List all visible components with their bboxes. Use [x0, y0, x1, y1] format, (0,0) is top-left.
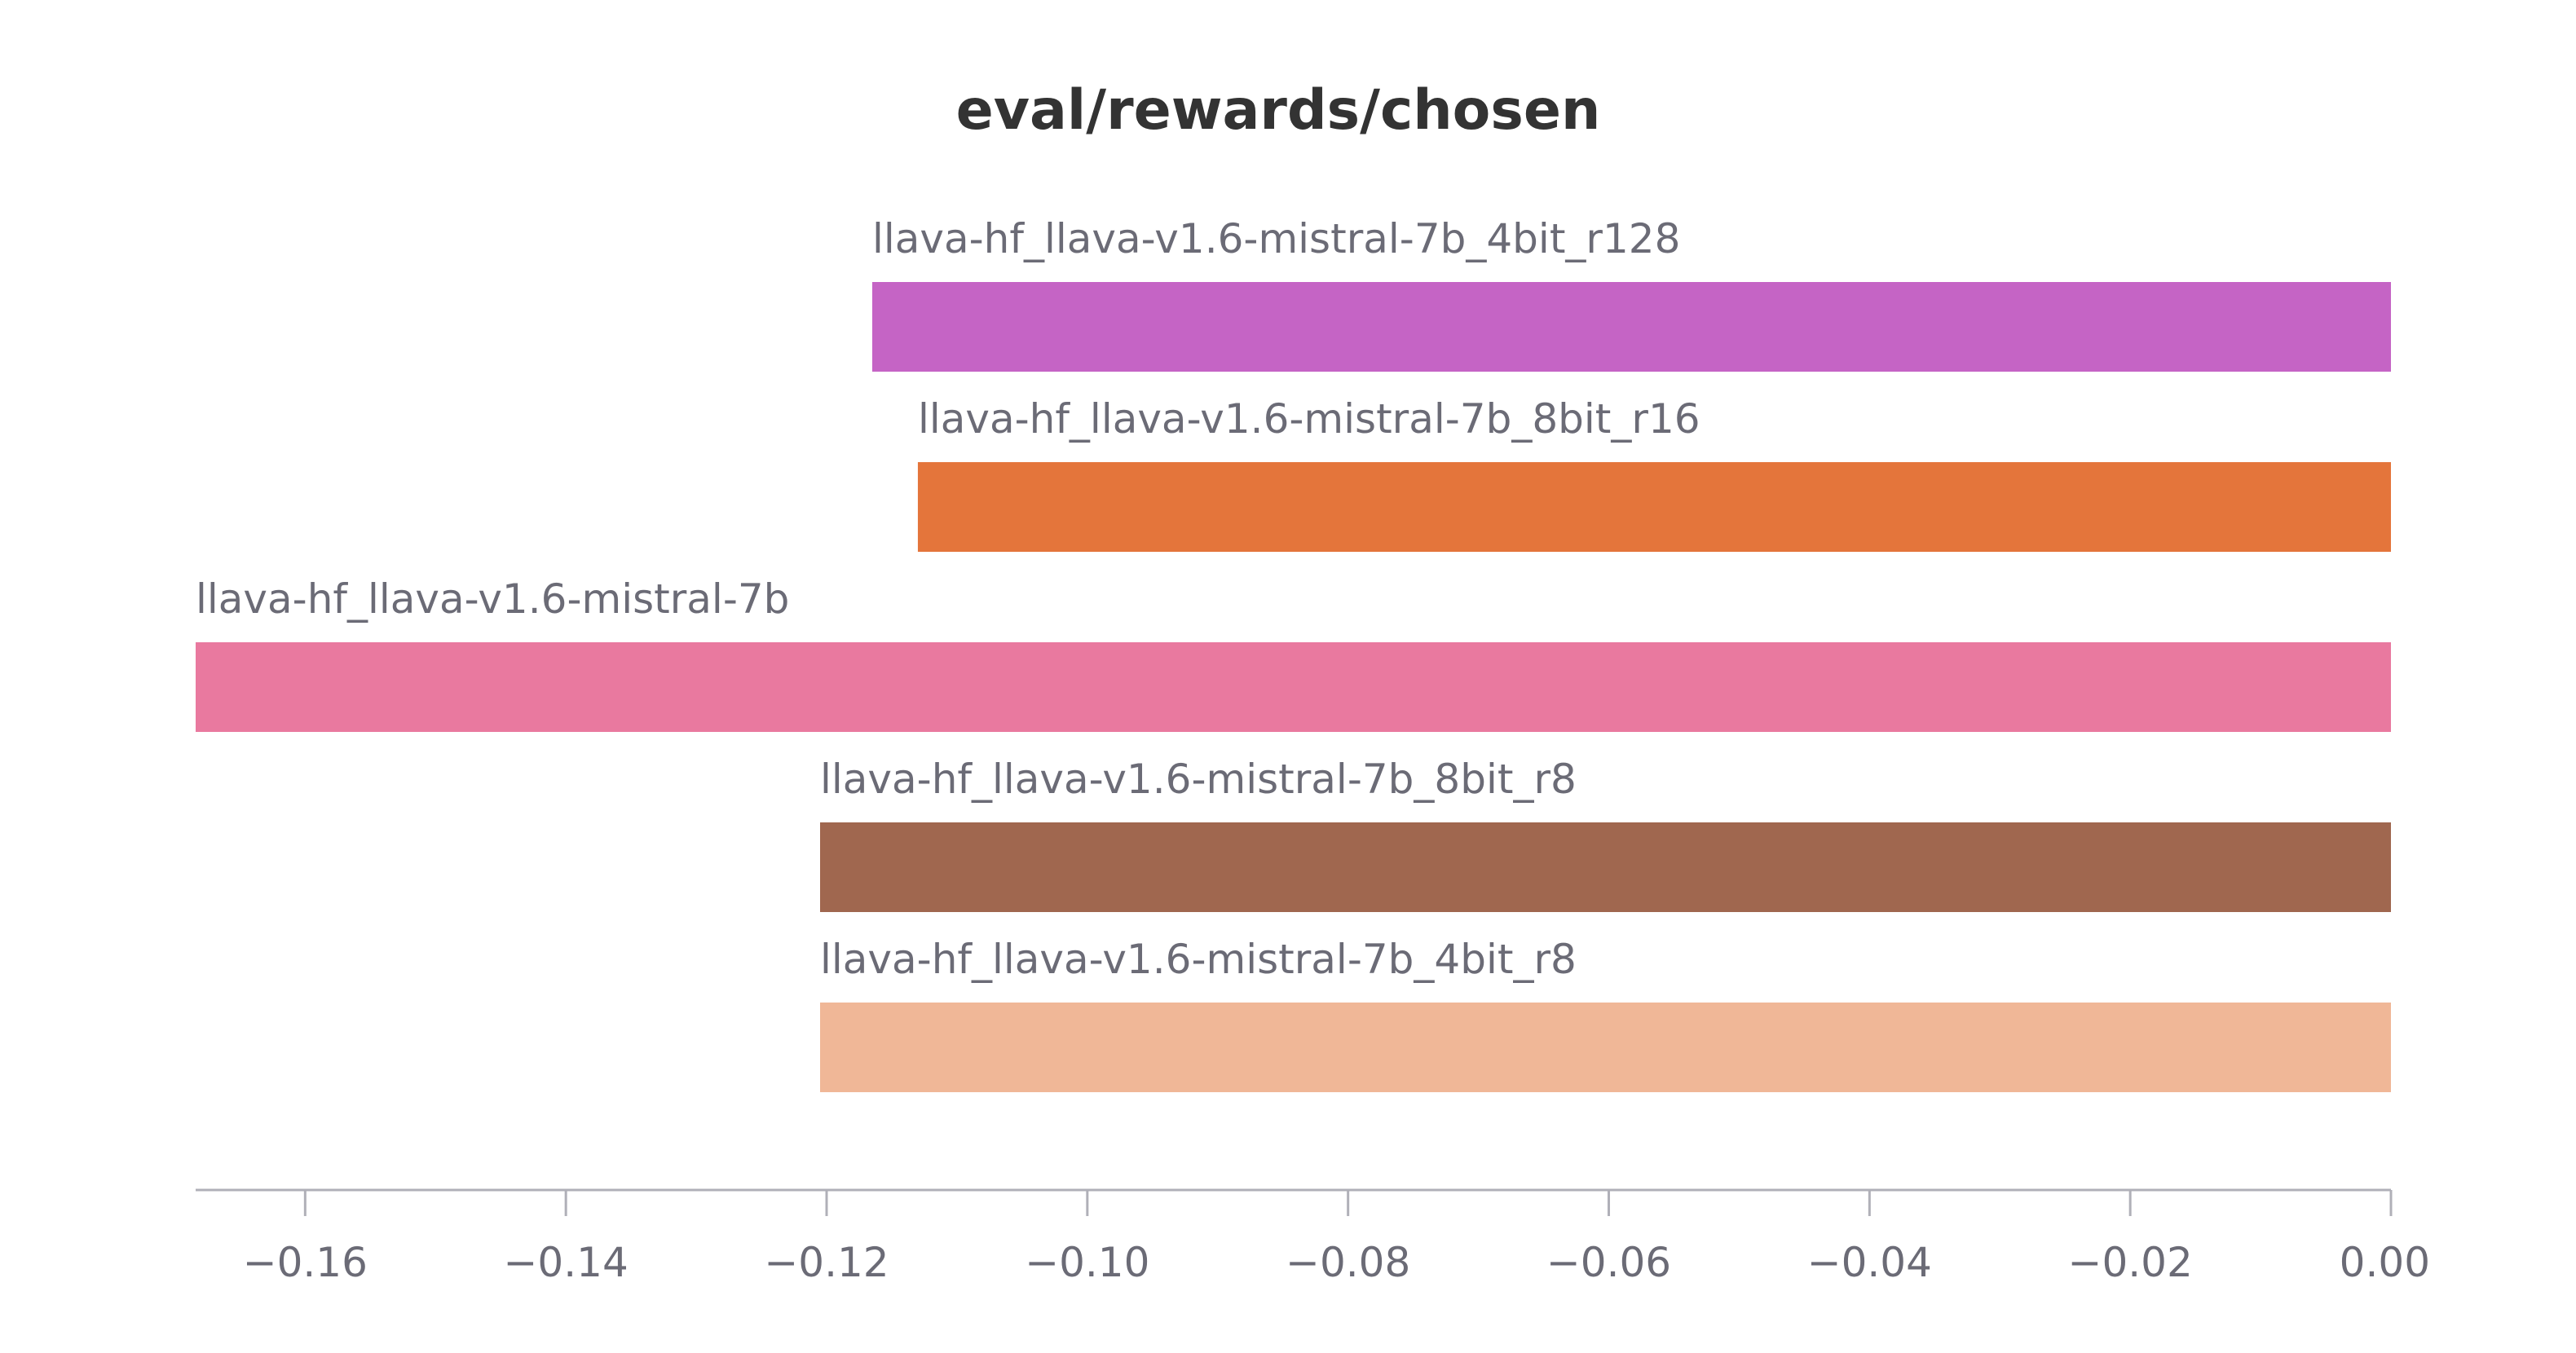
x-tick-label: −0.06	[1546, 1239, 1671, 1286]
bar-label-3: llava-hf_llava-v1.6-mistral-7b	[196, 575, 789, 623]
x-tick-label: −0.12	[764, 1239, 889, 1286]
bar-2[interactable]	[917, 462, 2391, 552]
bar-label-5: llava-hf_llava-v1.6-mistral-7b_4bit_r8	[820, 936, 1577, 983]
x-tick-label: −0.16	[243, 1239, 368, 1286]
x-tick-label: −0.10	[1025, 1239, 1149, 1286]
bar-label-1: llava-hf_llava-v1.6-mistral-7b_4bit_r128	[872, 215, 1680, 262]
bar-3[interactable]	[196, 642, 2391, 732]
bar-label-4: llava-hf_llava-v1.6-mistral-7b_8bit_r8	[820, 756, 1577, 803]
chart-title: eval/rewards/chosen	[956, 78, 1601, 143]
x-tick-label: −0.02	[2068, 1239, 2193, 1286]
bar-1[interactable]	[871, 282, 2391, 372]
x-tick-label: −0.08	[1286, 1239, 1410, 1286]
x-tick-label: −0.14	[504, 1239, 629, 1286]
bar-4[interactable]	[820, 822, 2392, 912]
bar-label-2: llava-hf_llava-v1.6-mistral-7b_8bit_r16	[918, 395, 1700, 443]
bar-5[interactable]	[820, 1003, 2392, 1092]
x-tick-label: 0.00	[2340, 1239, 2430, 1286]
x-tick-label: −0.04	[1807, 1239, 1932, 1286]
x-axis: −0.16 −0.14 −0.12 −0.10 −0.08 −0.06 −0.04 −0.02…	[196, 1188, 2430, 1286]
bars-layer: llava-hf_llava-v1.6-mistral-7b_4bit_r128…	[196, 215, 2392, 1092]
